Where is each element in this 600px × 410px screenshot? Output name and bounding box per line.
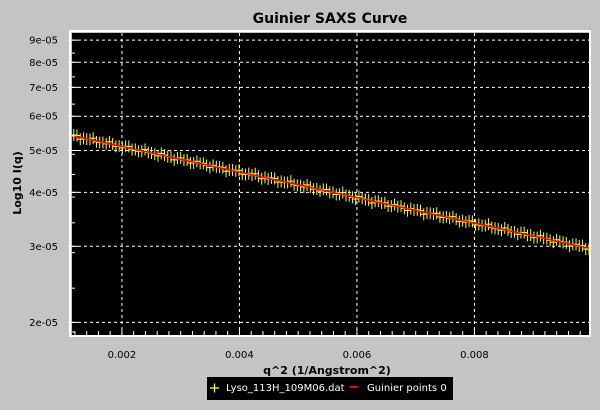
y-tick-label: 6e-05	[29, 112, 58, 123]
x-tick-label: 0.004	[225, 350, 254, 361]
data-point-marker	[355, 190, 362, 203]
data-point-marker	[472, 218, 479, 231]
data-point-marker	[206, 161, 213, 174]
data-point-marker	[90, 132, 97, 145]
y-tick-label: 8e-05	[29, 58, 58, 69]
data-point-marker	[77, 133, 84, 146]
data-point-marker	[449, 210, 456, 223]
data-point-marker	[158, 147, 165, 160]
data-point-marker	[433, 207, 440, 220]
data-point-marker	[106, 135, 113, 148]
data-point-marker	[274, 176, 281, 189]
y-tick-label: 9e-05	[29, 36, 58, 47]
data-layer	[70, 128, 592, 256]
data-point-marker	[323, 183, 330, 196]
data-point-marker	[171, 153, 178, 166]
data-point-marker	[514, 228, 521, 241]
legend-box	[207, 377, 453, 400]
data-point-marker	[501, 221, 508, 234]
data-point-marker	[74, 129, 81, 142]
chart-title: Guinier SAXS Curve	[253, 11, 408, 27]
x-axis-label: q^2 (1/Angstrom^2)	[263, 364, 391, 377]
y-tick-label: 3e-05	[29, 242, 58, 253]
data-point-marker	[252, 167, 259, 180]
data-point-marker	[485, 218, 492, 231]
x-tick-label: 0.008	[460, 350, 489, 361]
data-point-marker	[271, 172, 278, 185]
plot-area	[72, 33, 589, 335]
legend-label-fit: Guinier points 0	[367, 383, 447, 394]
data-point-marker	[193, 155, 200, 168]
data-point-marker	[125, 140, 132, 153]
y-tick-label: 5e-05	[29, 146, 58, 157]
data-point-marker	[236, 164, 243, 177]
data-point-marker	[537, 229, 544, 242]
data-point-marker	[287, 175, 294, 188]
y-tick-label: 7e-05	[29, 83, 58, 94]
data-point-marker	[155, 149, 162, 162]
data-point-marker	[119, 141, 126, 154]
guinier-fit-line	[73, 135, 590, 249]
plot-frame	[69, 30, 591, 337]
y-tick-label: 2e-05	[29, 318, 58, 329]
data-point-marker	[436, 210, 443, 223]
y-tick-label: 4e-05	[29, 188, 58, 199]
data-point-marker	[521, 226, 528, 239]
y-axis-label: Log10 I(q)	[11, 151, 24, 215]
data-point-marker	[469, 215, 476, 228]
legend-label-data: Lyso_113H_109M06.dat	[226, 383, 345, 394]
data-point-marker	[177, 151, 184, 164]
data-point-marker	[304, 178, 311, 191]
legend-marker-yellow-cross	[210, 383, 219, 393]
data-point-marker	[420, 208, 427, 221]
data-point-marker	[550, 236, 557, 249]
data-point-marker	[352, 193, 359, 206]
data-point-marker	[223, 165, 230, 178]
legend: Lyso_113H_109M06.dat Guinier points 0	[207, 377, 453, 400]
data-point-marker	[391, 198, 398, 211]
data-point-marker	[566, 240, 573, 253]
x-tick-label: 0.006	[343, 350, 372, 361]
data-point-marker	[404, 204, 411, 217]
data-point-marker	[368, 196, 375, 209]
data-point-marker	[70, 128, 77, 141]
data-point-marker	[339, 186, 346, 199]
data-point-marker	[456, 215, 463, 228]
data-point-marker	[553, 233, 560, 246]
data-point-marker	[258, 172, 265, 185]
x-tick-label: 0.002	[108, 350, 137, 361]
data-point-marker	[317, 185, 324, 198]
axis-ticks: 0.002 0.004 0.006 0.008 2e-05 3e-05 4e-05 5e-05…	[29, 36, 581, 361]
data-point-marker	[142, 143, 149, 156]
